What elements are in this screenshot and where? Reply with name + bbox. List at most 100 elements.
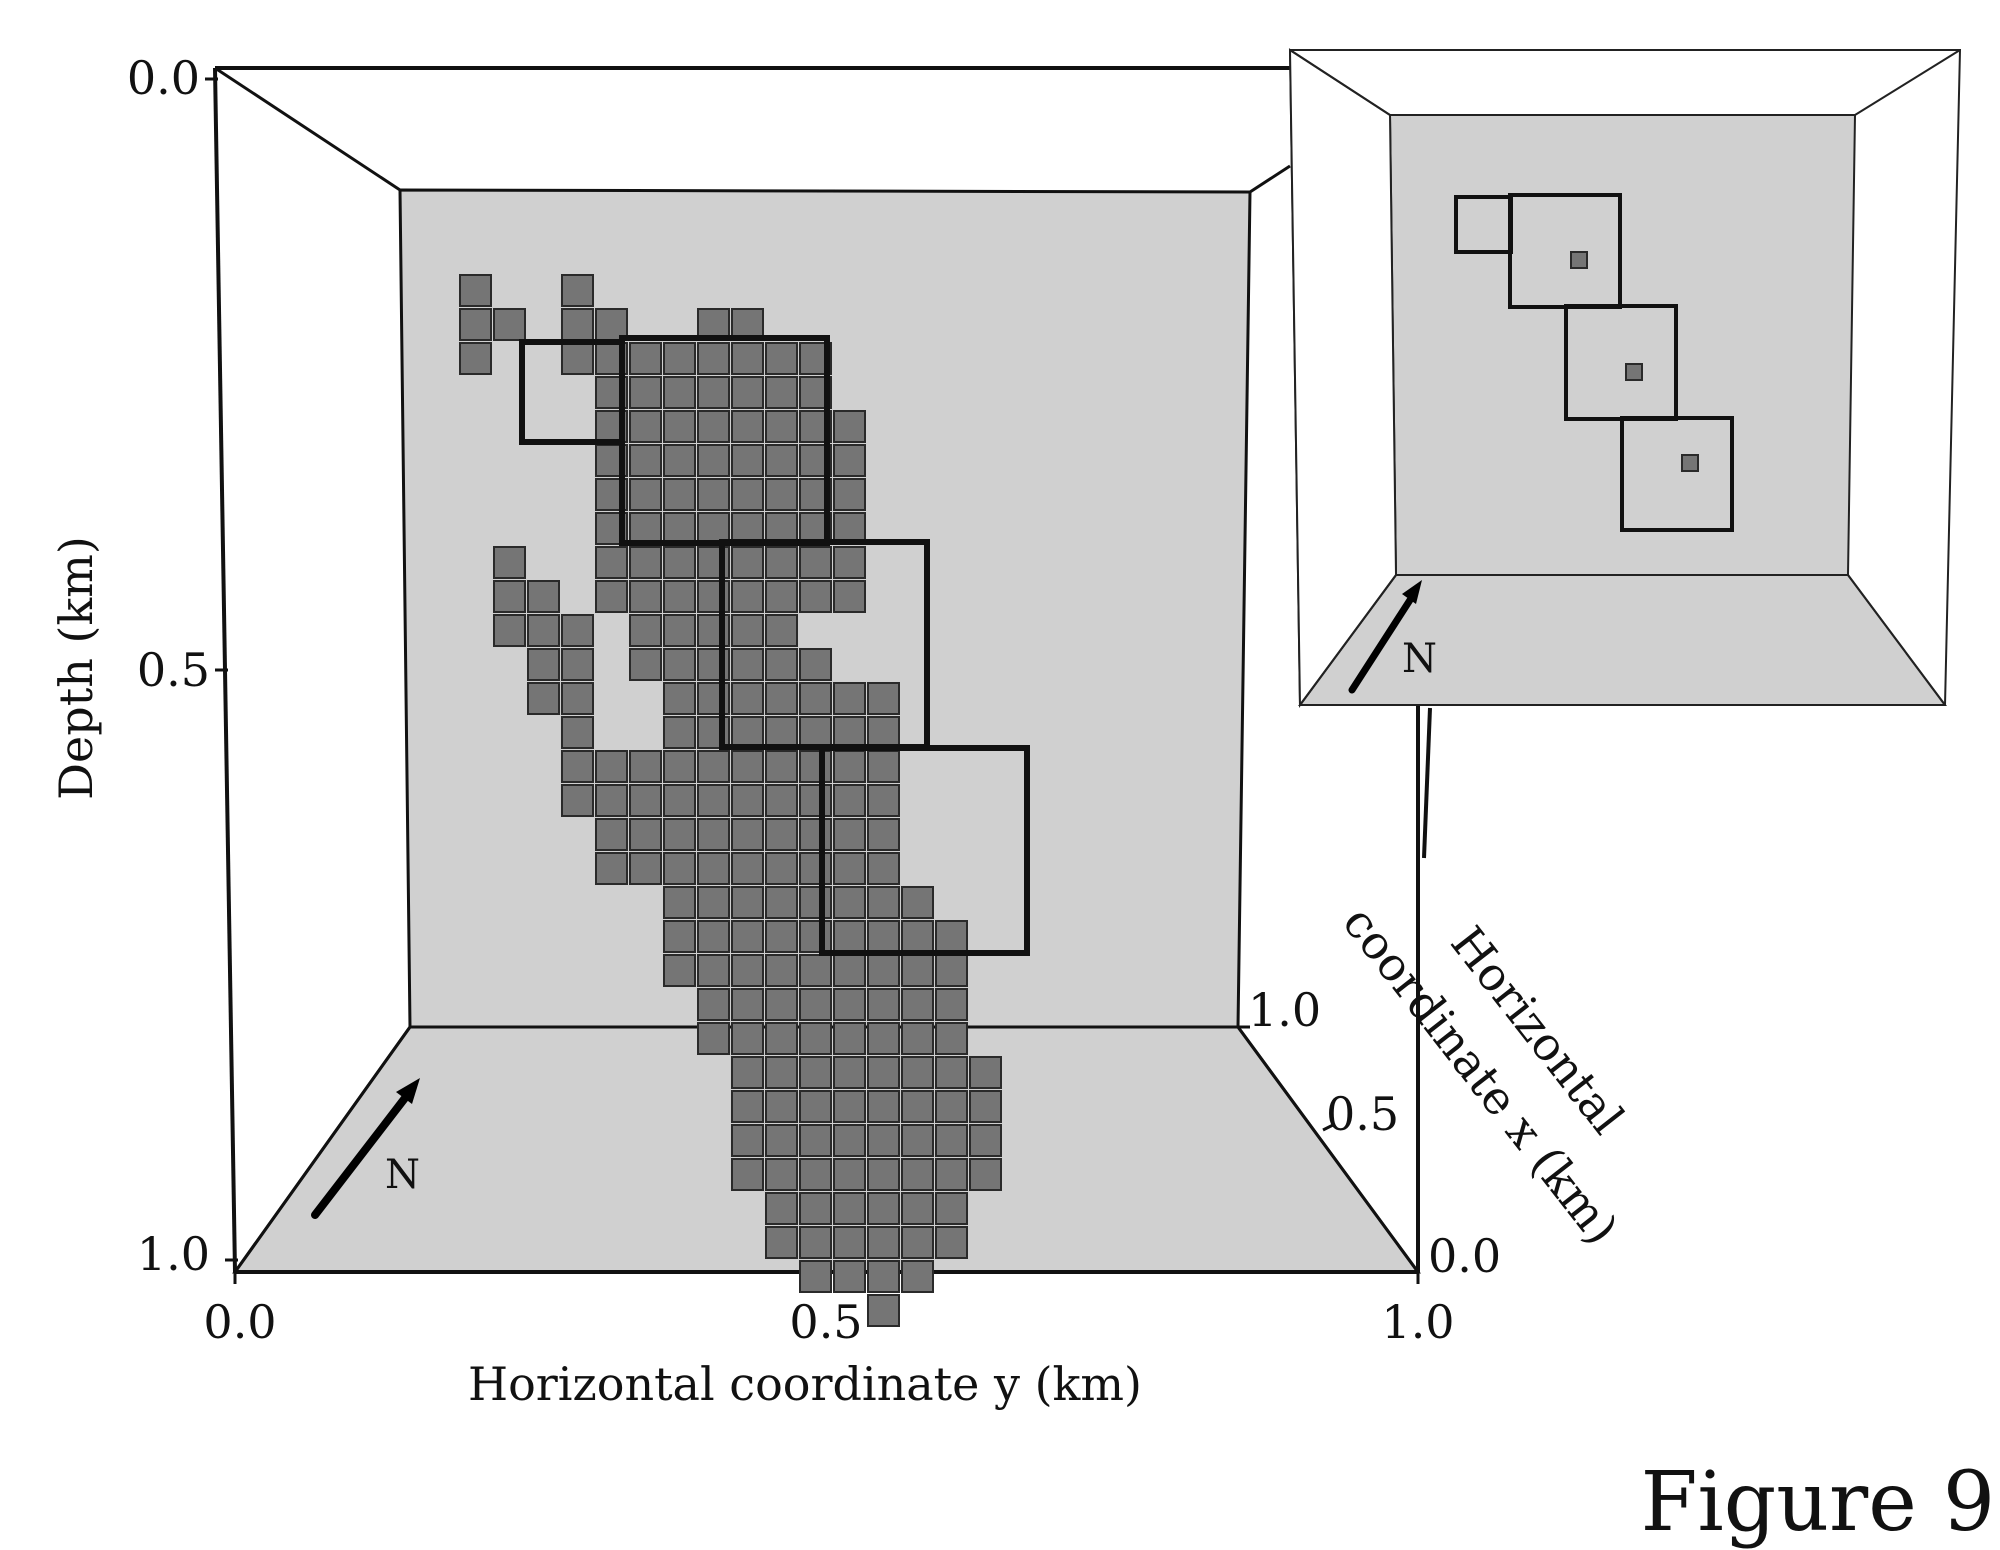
voxel-cell <box>833 920 866 953</box>
voxel-cell <box>969 1090 1002 1123</box>
voxel-cell <box>663 784 696 817</box>
subvolume-outline <box>819 745 1030 956</box>
voxel-cell <box>765 478 798 511</box>
voxel-cell <box>935 1022 968 1055</box>
voxel-cell <box>697 750 730 783</box>
voxel-cell <box>935 1192 968 1225</box>
voxel-cell <box>799 818 832 851</box>
voxel-cell <box>697 784 730 817</box>
voxel-cell <box>765 1192 798 1225</box>
voxel-cell <box>629 512 662 545</box>
voxel-cell <box>663 580 696 613</box>
voxel-cell <box>935 1056 968 1089</box>
voxel-cell <box>561 614 594 647</box>
voxel-cell <box>731 682 764 715</box>
voxel-cell <box>901 1158 934 1191</box>
voxel-cell <box>867 818 900 851</box>
voxel-cell <box>935 920 968 953</box>
voxel-cell <box>833 852 866 885</box>
voxel-cell <box>663 410 696 443</box>
voxel-cell <box>663 478 696 511</box>
voxel-cell <box>867 1090 900 1123</box>
voxel-cell <box>731 920 764 953</box>
voxel-cell <box>901 1022 934 1055</box>
voxel-cell <box>799 580 832 613</box>
voxel-cell <box>731 818 764 851</box>
voxel-cell <box>459 308 492 341</box>
center-marker <box>1681 454 1699 472</box>
voxel-cell <box>731 614 764 647</box>
voxel-cell <box>833 580 866 613</box>
voxel-cell <box>459 274 492 307</box>
voxel-cell <box>629 818 662 851</box>
voxel-cell <box>799 1192 832 1225</box>
depth-tick-2: 1.0 <box>137 1227 210 1281</box>
voxel-cell <box>663 546 696 579</box>
voxel-cell <box>561 308 594 341</box>
inset-diag-bl <box>1299 574 1397 706</box>
voxel-cell <box>867 886 900 919</box>
voxel-cell <box>833 954 866 987</box>
voxel-cell <box>799 546 832 579</box>
voxel-cell <box>629 648 662 681</box>
voxel-cell <box>799 852 832 885</box>
inset-subvolume-outlines <box>1454 193 1734 532</box>
voxel-cell <box>867 716 900 749</box>
voxel-cell <box>901 954 934 987</box>
voxel-cell <box>901 988 934 1021</box>
voxel-cell <box>765 648 798 681</box>
voxel-cell <box>697 342 730 375</box>
main-subvolume-outlines <box>519 335 1030 956</box>
voxel-cell <box>833 682 866 715</box>
voxel-cell <box>663 342 696 375</box>
voxel-cell <box>731 1090 764 1123</box>
figure-label: Figure 9 <box>1641 1455 1995 1550</box>
voxel-cell <box>561 648 594 681</box>
voxel-cell <box>799 920 832 953</box>
voxel-cell <box>697 954 730 987</box>
voxel-cell <box>765 954 798 987</box>
voxel-cell <box>493 308 526 341</box>
voxel-cell <box>799 1226 832 1259</box>
depth-tick-0: 0.0 <box>127 51 200 105</box>
subvolume-outline <box>1620 416 1734 532</box>
voxel-cell <box>765 818 798 851</box>
voxel-cell <box>663 444 696 477</box>
voxel-cell <box>663 682 696 715</box>
voxel-cell <box>629 342 662 375</box>
voxel-cell <box>731 750 764 783</box>
voxel-cell <box>833 478 866 511</box>
voxel-cell <box>731 1124 764 1157</box>
voxel-cell <box>731 784 764 817</box>
voxel-cell <box>697 818 730 851</box>
voxel-cell <box>663 920 696 953</box>
voxel-cell <box>765 1226 798 1259</box>
voxel-cell <box>561 274 594 307</box>
voxel-cell <box>901 886 934 919</box>
voxel-cell <box>697 478 730 511</box>
voxel-cell <box>799 886 832 919</box>
voxel-cell <box>935 1124 968 1157</box>
voxel-cell <box>833 444 866 477</box>
y-axis-label: Horizontal coordinate y (km) <box>468 1357 1142 1411</box>
voxel-cell <box>833 1022 866 1055</box>
voxel-cell <box>765 614 798 647</box>
voxel-cell <box>833 716 866 749</box>
voxel-cell <box>697 444 730 477</box>
voxel-cell <box>561 784 594 817</box>
voxel-cell <box>799 1022 832 1055</box>
voxel-cell <box>697 410 730 443</box>
voxel-cell <box>459 342 492 375</box>
y-tick-2: 1.0 <box>1381 1295 1454 1349</box>
voxel-cell <box>799 1260 832 1293</box>
voxel-cell <box>833 1124 866 1157</box>
voxel-cell <box>901 920 934 953</box>
voxel-cell <box>663 818 696 851</box>
voxel-cell <box>935 1158 968 1191</box>
voxel-cell <box>901 1192 934 1225</box>
voxel-cell <box>833 818 866 851</box>
voxel-cell <box>799 1090 832 1123</box>
voxel-cell <box>833 750 866 783</box>
voxel-cell <box>629 614 662 647</box>
